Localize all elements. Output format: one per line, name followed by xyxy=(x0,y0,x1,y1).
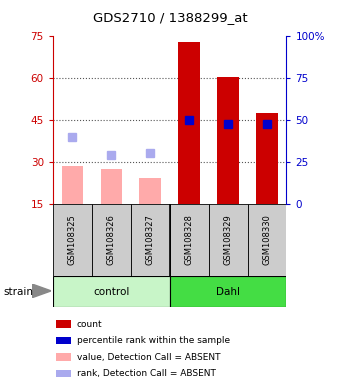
Bar xyxy=(169,204,209,276)
Text: percentile rank within the sample: percentile rank within the sample xyxy=(77,336,230,345)
Bar xyxy=(56,337,71,344)
Bar xyxy=(217,77,239,204)
Bar xyxy=(256,113,278,204)
Text: GDS2710 / 1388299_at: GDS2710 / 1388299_at xyxy=(93,11,248,24)
Text: Dahl: Dahl xyxy=(216,287,240,297)
Bar xyxy=(53,204,92,276)
Bar xyxy=(56,353,71,361)
Bar xyxy=(248,204,286,276)
Bar xyxy=(178,42,200,204)
Text: count: count xyxy=(77,319,102,329)
Text: strain: strain xyxy=(3,287,33,297)
Bar xyxy=(131,204,169,276)
Bar xyxy=(53,276,169,307)
Text: GSM108329: GSM108329 xyxy=(224,215,233,265)
Bar xyxy=(101,169,122,204)
Bar xyxy=(92,204,131,276)
Text: GSM108328: GSM108328 xyxy=(184,215,194,265)
Text: GSM108327: GSM108327 xyxy=(146,215,155,265)
Bar xyxy=(56,370,71,377)
Bar xyxy=(62,166,83,204)
Text: GSM108326: GSM108326 xyxy=(107,215,116,265)
Text: rank, Detection Call = ABSENT: rank, Detection Call = ABSENT xyxy=(77,369,216,378)
Bar xyxy=(209,204,248,276)
Text: GSM108330: GSM108330 xyxy=(263,215,271,265)
Bar xyxy=(139,179,161,204)
Text: value, Detection Call = ABSENT: value, Detection Call = ABSENT xyxy=(77,353,220,362)
Polygon shape xyxy=(32,284,51,298)
Bar xyxy=(56,320,71,328)
Bar xyxy=(169,276,286,307)
Text: GSM108325: GSM108325 xyxy=(68,215,77,265)
Text: control: control xyxy=(93,287,130,297)
